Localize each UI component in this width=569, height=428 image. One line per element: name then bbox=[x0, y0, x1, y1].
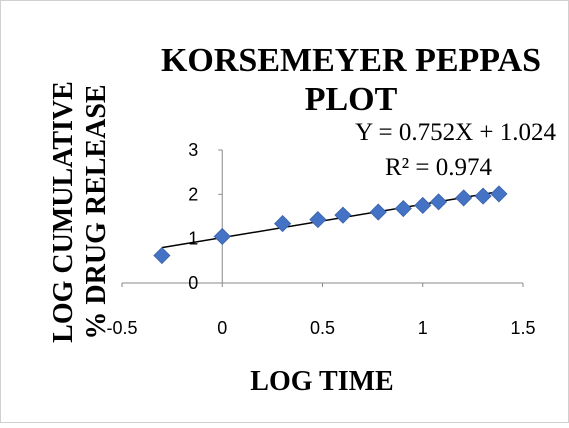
y-tick-label: 2 bbox=[188, 184, 198, 204]
x-axis-title: LOG TIME bbox=[250, 366, 393, 397]
data-point bbox=[334, 206, 352, 224]
data-point bbox=[490, 185, 508, 203]
chart-title-line-1: KORSEMEYER PEPPAS bbox=[161, 42, 541, 79]
y-tick-label: 1 bbox=[188, 229, 198, 249]
data-point bbox=[213, 227, 231, 246]
data-point bbox=[430, 193, 448, 211]
x-tick-label: 1 bbox=[418, 318, 428, 338]
data-point bbox=[153, 246, 171, 265]
r-squared-label: R² = 0.974 bbox=[385, 154, 493, 181]
y-axis-title-line-1: LOG CUMULATIVE bbox=[48, 81, 79, 343]
data-point bbox=[394, 199, 412, 218]
x-tick-label: 1.5 bbox=[510, 318, 535, 338]
data-point bbox=[309, 211, 327, 229]
y-axis-title: LOG CUMULATIVE % DRUG RELEASE bbox=[48, 81, 112, 343]
data-point bbox=[369, 203, 387, 221]
x-tick-label: 0 bbox=[217, 318, 227, 338]
data-point bbox=[414, 196, 432, 214]
data-points bbox=[153, 185, 508, 265]
data-point bbox=[274, 215, 292, 233]
trendline-equation: Y = 0.752X + 1.024 bbox=[355, 119, 556, 146]
y-tick-label: 3 bbox=[188, 140, 198, 160]
data-point bbox=[474, 187, 492, 205]
data-point bbox=[455, 189, 473, 207]
x-tick-label: -0.5 bbox=[106, 318, 137, 338]
y-tick-label: 0 bbox=[188, 273, 198, 293]
chart-title-line-2: PLOT bbox=[305, 81, 398, 118]
tick-labels: 0 1 2 3 -0.5 0 0.5 1 1.5 bbox=[106, 140, 535, 338]
x-tick-label: 0.5 bbox=[310, 318, 335, 338]
y-axis-title-line-2: % DRUG RELEASE bbox=[81, 84, 112, 339]
